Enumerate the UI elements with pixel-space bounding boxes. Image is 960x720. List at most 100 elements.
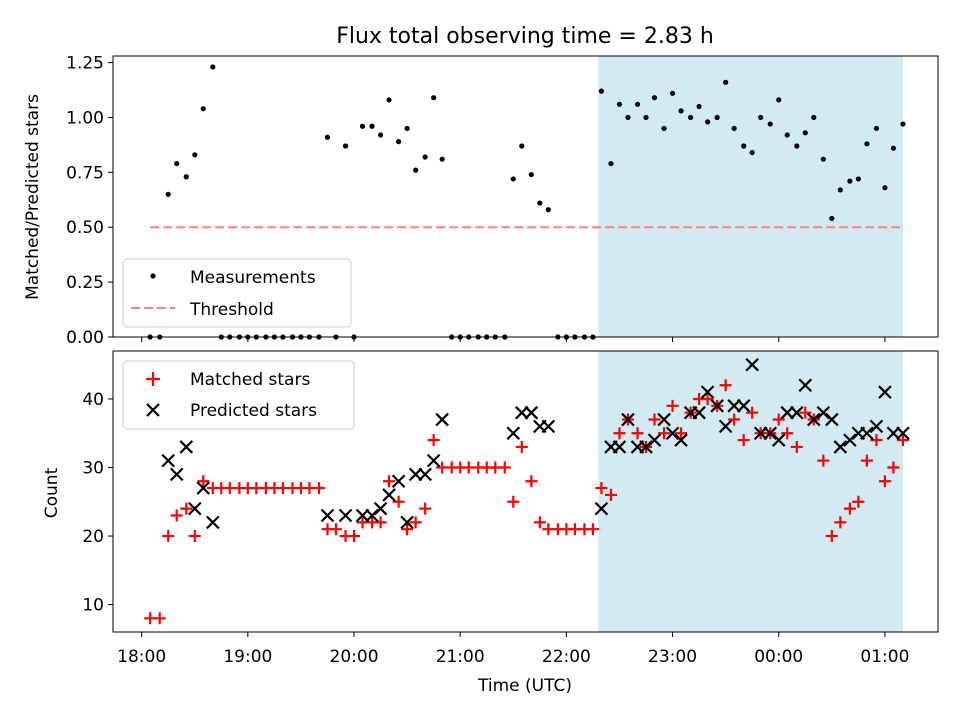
measurement-point	[431, 95, 437, 101]
matched-star-point	[746, 406, 759, 419]
count-legend: Matched stars Predicted stars	[122, 360, 355, 430]
measurement-point	[802, 130, 808, 136]
matched-star-point	[613, 427, 626, 440]
x-tick-label: 21:00	[436, 647, 485, 667]
measurement-point	[545, 207, 551, 213]
matched-star-point	[533, 516, 546, 529]
y-tick-label: 10	[82, 596, 104, 616]
matched-star-point	[586, 523, 599, 536]
y-tick-label: 0.25	[66, 273, 104, 293]
measurement-point	[396, 139, 402, 145]
matched-legend-label: Matched stars	[190, 370, 310, 390]
measurement-point	[855, 176, 861, 182]
measurement-point	[669, 90, 676, 96]
matched-star-point	[631, 427, 644, 440]
matched-star-point	[188, 530, 201, 543]
predicted-star-point	[541, 419, 556, 434]
y-tick-label: 1.25	[66, 54, 104, 74]
measurement-point	[696, 103, 702, 110]
matched-star-point	[162, 530, 175, 543]
matched-star-point	[701, 392, 714, 405]
predicted-legend-label: Predicted stars	[190, 401, 317, 421]
predicted-star-point	[515, 405, 529, 420]
ratio-observing-window	[598, 56, 903, 337]
matched-star-point	[312, 482, 325, 495]
y-tick-label: 1.00	[66, 108, 104, 128]
measurement-point	[537, 200, 543, 206]
measurement-point	[704, 119, 711, 125]
matched-star-point	[507, 495, 520, 508]
predicted-star-point	[400, 515, 414, 530]
measurement-point	[847, 178, 853, 184]
count-x-axis-label: Time (UTC)	[477, 676, 572, 696]
measurements-series	[147, 64, 906, 340]
matched-star-point	[658, 427, 671, 440]
predicted-star-point	[798, 378, 813, 393]
x-tick-label: 01:00	[860, 647, 909, 667]
y-tick-label: 20	[82, 527, 104, 547]
measurement-point	[758, 114, 764, 121]
predicted-star-point	[860, 426, 874, 441]
predicted-star-point	[621, 412, 635, 427]
measurement-point	[714, 114, 720, 121]
matched-star-point	[348, 530, 361, 543]
predicted-star-point	[700, 385, 715, 399]
predicted-star-point	[196, 481, 211, 495]
y-tick-label: 30	[82, 459, 104, 479]
matched-star-point	[852, 495, 865, 508]
predicted-star-point	[843, 433, 857, 447]
matched-star-point	[604, 488, 617, 501]
matched-star-point	[860, 454, 873, 467]
matched-star-point	[383, 475, 396, 488]
measurement-point	[651, 95, 658, 101]
ratio-x-ticks	[141, 337, 886, 342]
predicted-star-point	[833, 440, 848, 454]
matched-star-point	[427, 434, 440, 447]
ratio-y-ticks: 0.00 0.25 0.50 0.75 1.00 1.25	[66, 54, 113, 348]
measurement-point	[422, 154, 428, 160]
measurement-point	[873, 125, 880, 132]
matched-star-point	[728, 413, 741, 426]
predicted-star-point	[771, 433, 786, 447]
y-tick-label: 0.50	[66, 218, 104, 238]
predicted-star-point	[408, 467, 423, 482]
matched-star-point	[737, 434, 750, 447]
measurement-point	[776, 97, 782, 103]
measurement-point	[174, 160, 180, 167]
predicted-legend-marker	[146, 403, 160, 417]
predicted-star-point	[161, 453, 175, 468]
x-tick-label: 23:00	[648, 647, 697, 667]
predicted-star-point	[718, 419, 733, 434]
predicted-star-point	[816, 405, 831, 420]
measurement-point	[688, 114, 694, 121]
measurement-point	[386, 97, 392, 103]
measurement-point	[784, 132, 790, 138]
predicted-star-point	[506, 426, 521, 441]
measurement-point	[864, 141, 870, 147]
measurement-point	[369, 123, 375, 129]
measurement-point	[820, 156, 826, 162]
predicted-star-point	[806, 412, 821, 427]
matched-star-point	[498, 461, 511, 474]
ratio-legend-box	[122, 258, 352, 328]
measurement-point	[519, 143, 525, 149]
y-tick-label: 40	[82, 390, 104, 410]
predicted-star-point	[692, 405, 706, 420]
matched-star-point	[392, 495, 405, 508]
predicted-star-point	[612, 440, 627, 454]
predicted-star-point	[657, 412, 671, 427]
matched-star-point	[675, 427, 688, 440]
predicted-star-point	[674, 433, 688, 447]
matched-star-point	[843, 502, 856, 515]
predicted-star-point	[736, 399, 751, 413]
x-tick-label: 20:00	[330, 647, 379, 667]
matched-star-point	[781, 427, 794, 440]
measurement-point	[634, 101, 641, 107]
measurement-point	[837, 187, 843, 193]
matched-star-point	[719, 379, 732, 392]
measurement-point	[439, 156, 445, 162]
y-tick-label: 0.00	[66, 328, 104, 348]
predicted-star-point	[594, 501, 609, 516]
matched-star-point	[180, 502, 193, 515]
measurement-point	[324, 134, 331, 140]
